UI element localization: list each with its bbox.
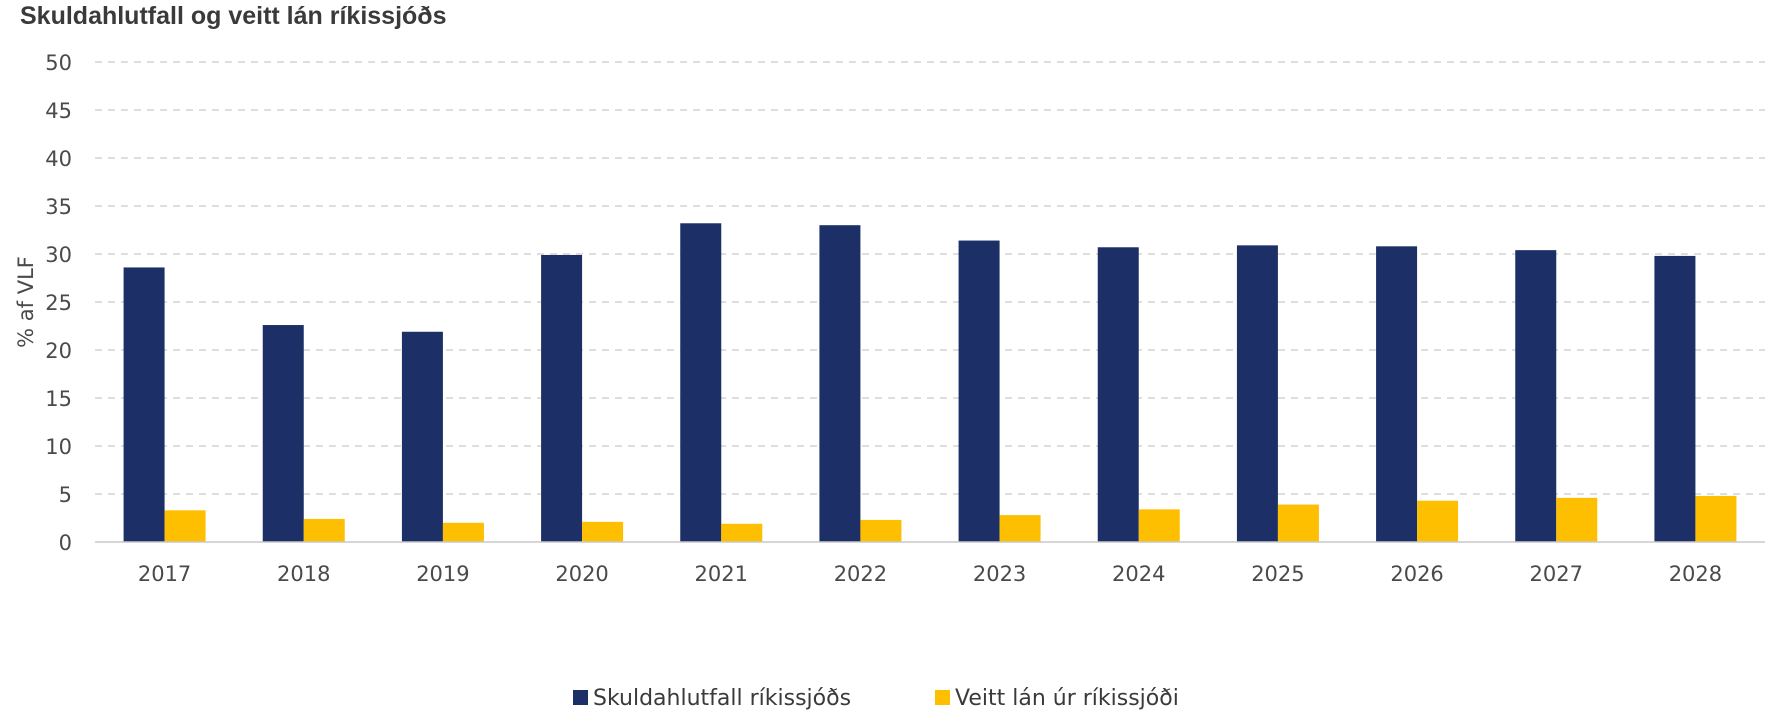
y-tick-label: 45 <box>45 99 72 123</box>
y-tick-label: 10 <box>45 435 72 459</box>
bar-veitt-lan <box>1556 497 1598 542</box>
x-tick-label: 2017 <box>138 562 191 586</box>
bar-veitt-lan <box>1695 495 1737 542</box>
bar-skuldahlutfall <box>1515 250 1557 542</box>
bar-skuldahlutfall <box>401 331 443 542</box>
bar-veitt-lan <box>1277 504 1319 542</box>
x-tick-label: 2018 <box>277 562 330 586</box>
x-tick-label: 2028 <box>1669 562 1722 586</box>
y-tick-label: 0 <box>59 531 72 555</box>
y-axis-ticks: 0 5 10 15 20 25 30 35 40 45 50 <box>45 51 72 555</box>
bar-veitt-lan <box>582 521 624 542</box>
y-tick-label: 40 <box>45 147 72 171</box>
bar-skuldahlutfall <box>262 325 304 542</box>
bar-veitt-lan <box>721 523 763 542</box>
x-tick-label: 2025 <box>1251 562 1304 586</box>
x-tick-label: 2020 <box>555 562 608 586</box>
bar-veitt-lan <box>999 515 1041 542</box>
x-tick-label: 2021 <box>695 562 748 586</box>
legend-label: Veitt lán úr ríkissjóði <box>955 686 1179 711</box>
bar-skuldahlutfall <box>1097 247 1139 542</box>
legend-swatch <box>573 690 588 705</box>
bar-skuldahlutfall <box>958 240 1000 542</box>
bar-veitt-lan <box>164 510 206 542</box>
bar-skuldahlutfall <box>1376 246 1418 542</box>
x-tick-label: 2027 <box>1530 562 1583 586</box>
bar-skuldahlutfall <box>819 225 861 542</box>
x-axis-ticks: 2017 2018 2019 2020 2021 2022 2023 2024 2025 2026… <box>138 562 1722 586</box>
bar-skuldahlutfall <box>680 223 722 542</box>
y-tick-label: 20 <box>45 339 72 363</box>
y-tick-label: 30 <box>45 243 72 267</box>
y-tick-label: 25 <box>45 291 72 315</box>
bars <box>123 223 1737 543</box>
x-tick-label: 2024 <box>1112 562 1165 586</box>
y-tick-label: 35 <box>45 195 72 219</box>
bar-skuldahlutfall <box>1236 245 1278 543</box>
bar-veitt-lan <box>303 518 345 542</box>
y-tick-label: 15 <box>45 387 72 411</box>
x-tick-label: 2019 <box>416 562 469 586</box>
gridlines <box>95 61 1765 495</box>
y-tick-label: 5 <box>59 483 72 507</box>
legend-swatch <box>935 690 950 705</box>
bar-veitt-lan <box>442 522 484 542</box>
y-tick-label: 50 <box>45 51 72 75</box>
y-axis-label: % af VLF <box>14 256 38 348</box>
legend: Skuldahlutfall ríkissjóðs Veitt lán úr rí… <box>573 686 1179 711</box>
bar-veitt-lan <box>1138 509 1180 542</box>
chart-title: Skuldahlutfall og veitt lán ríkissjóðs <box>20 2 447 30</box>
x-tick-label: 2022 <box>834 562 887 586</box>
bar-skuldahlutfall <box>1654 255 1696 543</box>
bar-veitt-lan <box>1417 500 1459 542</box>
x-tick-label: 2023 <box>973 562 1026 586</box>
bar-skuldahlutfall <box>541 254 583 542</box>
bar-veitt-lan <box>860 519 902 542</box>
bar-skuldahlutfall <box>123 267 165 542</box>
legend-label: Skuldahlutfall ríkissjóðs <box>593 686 851 711</box>
x-tick-label: 2026 <box>1390 562 1443 586</box>
